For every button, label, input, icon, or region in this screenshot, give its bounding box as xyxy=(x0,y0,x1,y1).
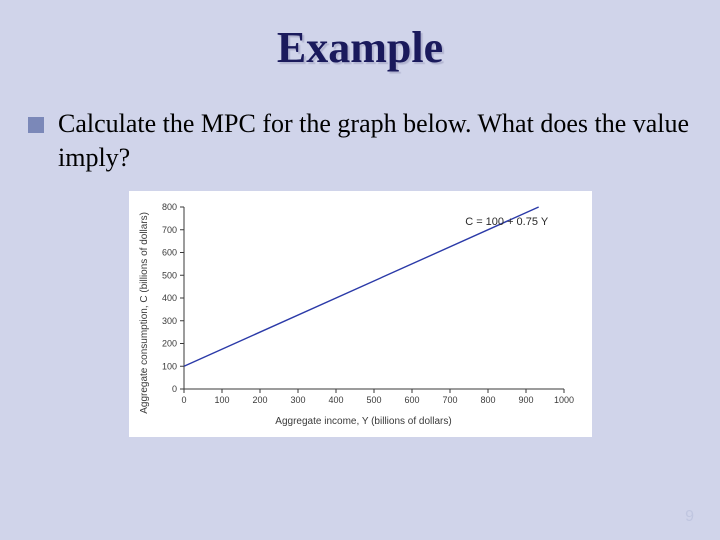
svg-text:300: 300 xyxy=(161,315,176,325)
svg-text:0: 0 xyxy=(171,384,176,394)
page-number: 9 xyxy=(685,508,694,526)
svg-text:500: 500 xyxy=(161,270,176,280)
svg-text:700: 700 xyxy=(442,395,457,405)
svg-text:200: 200 xyxy=(161,338,176,348)
svg-text:800: 800 xyxy=(480,395,495,405)
svg-text:100: 100 xyxy=(161,361,176,371)
svg-text:400: 400 xyxy=(161,293,176,303)
bullet-icon xyxy=(28,117,44,133)
svg-text:300: 300 xyxy=(290,395,305,405)
svg-text:1000: 1000 xyxy=(553,395,573,405)
chart-xlabel: Aggregate income, Y (billions of dollars… xyxy=(154,416,574,427)
svg-text:600: 600 xyxy=(404,395,419,405)
consumption-chart: 0 100 200 300 400 500 600 700 800 900 1000 0 100 200 3… xyxy=(154,199,574,409)
svg-text:100: 100 xyxy=(214,395,229,405)
chart-container: Aggregate consumption, C (billions of do… xyxy=(0,191,720,437)
svg-text:200: 200 xyxy=(252,395,267,405)
svg-text:500: 500 xyxy=(366,395,381,405)
svg-text:600: 600 xyxy=(161,247,176,257)
bullet-row: Calculate the MPC for the graph below. W… xyxy=(0,73,720,175)
chart-ylabel: Aggregate consumption, C (billions of do… xyxy=(139,212,150,414)
svg-text:C = 100 + 0.75 Y: C = 100 + 0.75 Y xyxy=(465,216,549,228)
svg-text:400: 400 xyxy=(328,395,343,405)
chart-box: Aggregate consumption, C (billions of do… xyxy=(129,191,592,437)
slide-title: Example xyxy=(0,0,720,73)
svg-text:900: 900 xyxy=(518,395,533,405)
svg-text:800: 800 xyxy=(161,202,176,212)
svg-text:700: 700 xyxy=(161,224,176,234)
svg-text:0: 0 xyxy=(181,395,186,405)
bullet-text: Calculate the MPC for the graph below. W… xyxy=(58,107,690,175)
